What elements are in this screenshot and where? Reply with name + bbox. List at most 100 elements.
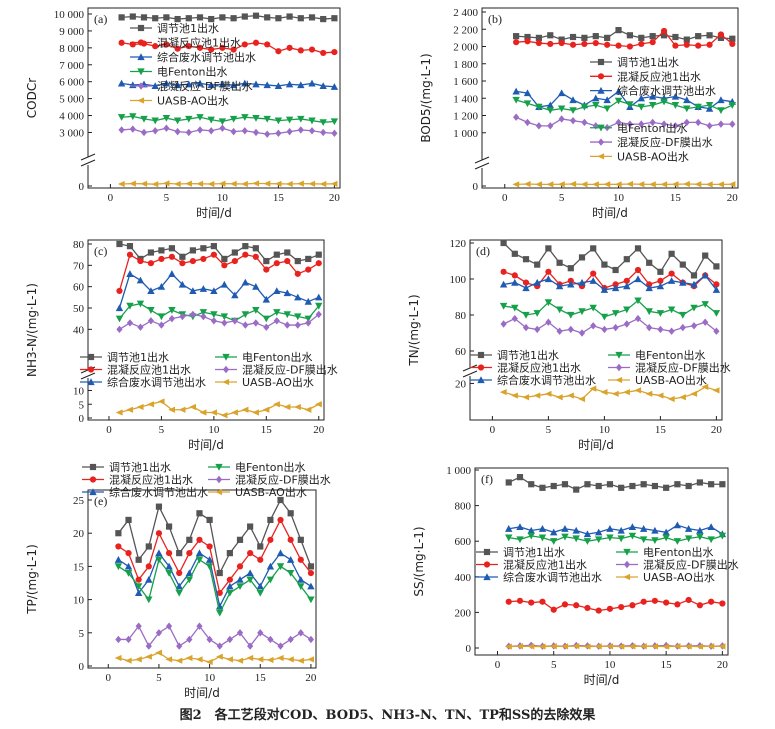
x-tick-label: 10	[217, 192, 229, 204]
data-point	[297, 556, 304, 563]
data-point	[163, 14, 170, 21]
legend-marker	[222, 353, 230, 361]
data-point	[729, 35, 736, 42]
data-point	[206, 543, 213, 550]
data-point	[285, 180, 293, 188]
data-point	[264, 41, 271, 48]
data-point	[185, 180, 192, 187]
data-point	[603, 96, 611, 104]
data-point	[263, 115, 271, 123]
data-point	[645, 390, 653, 397]
data-point	[125, 635, 132, 644]
data-point	[626, 101, 634, 108]
data-point	[527, 532, 535, 540]
data-point	[155, 503, 163, 510]
data-point	[589, 277, 597, 284]
data-point	[229, 115, 238, 123]
data-point	[701, 301, 709, 308]
data-point	[304, 406, 312, 413]
data-point	[116, 287, 123, 295]
data-point	[199, 309, 208, 316]
plot-frame	[87, 7, 341, 189]
data-point	[331, 15, 338, 22]
data-point	[205, 563, 214, 571]
data-point	[267, 516, 274, 524]
data-point	[569, 116, 577, 125]
series-2	[116, 251, 322, 295]
data-point	[522, 394, 530, 401]
data-point	[694, 103, 702, 111]
data-point	[220, 313, 229, 321]
data-point	[126, 302, 134, 310]
data-point	[581, 34, 588, 41]
data-point	[236, 536, 244, 543]
data-point	[124, 562, 133, 570]
data-point	[297, 126, 304, 134]
data-point	[634, 266, 642, 274]
legend-label: UASB-AO出水	[235, 485, 307, 499]
data-point	[125, 516, 132, 524]
data-point	[147, 401, 155, 408]
legend-marker	[89, 488, 97, 496]
y-tick-label: 10 000	[54, 9, 85, 21]
data-point	[285, 80, 294, 88]
y-tick-label: 200	[455, 607, 472, 619]
data-point	[690, 322, 698, 330]
data-point	[513, 33, 520, 40]
data-point	[719, 481, 726, 488]
data-point	[511, 304, 519, 312]
series-5	[116, 310, 322, 334]
data-point	[205, 658, 213, 666]
data-point	[626, 180, 634, 188]
data-point	[629, 482, 636, 490]
data-point	[158, 321, 165, 329]
data-point	[175, 657, 183, 664]
data-point	[195, 656, 203, 663]
data-point	[186, 635, 193, 644]
y-axis-label: TN/(mg·L-1)	[407, 294, 421, 366]
data-point	[129, 13, 136, 20]
data-point	[242, 321, 249, 329]
y-tick-label: 7 000	[59, 60, 84, 72]
x-tick-label: 20	[329, 192, 341, 204]
legend-marker	[137, 68, 145, 76]
y-axis-label: SS/(mg·L-1)	[412, 526, 426, 596]
data-point	[185, 43, 192, 50]
data-point	[615, 118, 622, 127]
data-point	[592, 102, 600, 109]
data-point	[285, 116, 294, 124]
data-point	[246, 576, 254, 584]
data-point	[124, 569, 133, 577]
data-point	[247, 642, 254, 650]
series-2	[115, 516, 315, 597]
data-point	[185, 128, 192, 137]
data-point	[569, 107, 577, 115]
y-tick-label: 15	[73, 561, 85, 573]
data-point	[152, 15, 159, 22]
x-tick-label: 0	[490, 424, 496, 436]
data-point	[283, 311, 291, 319]
series-1	[513, 27, 736, 43]
data-point	[558, 39, 565, 47]
data-point	[210, 251, 217, 258]
data-point	[712, 387, 720, 394]
data-point	[168, 270, 176, 277]
data-point	[129, 180, 136, 187]
data-point	[252, 12, 260, 19]
legend-marker	[615, 351, 623, 359]
data-point	[660, 32, 668, 39]
data-point	[639, 536, 648, 544]
series-5	[118, 124, 338, 138]
data-point	[615, 42, 622, 49]
legend-marker	[89, 463, 97, 471]
legend-label: 电Fenton出水	[643, 545, 713, 559]
data-point	[124, 657, 132, 664]
axis-break-mask	[474, 160, 490, 168]
data-point	[199, 409, 207, 416]
data-point	[189, 310, 196, 319]
data-point	[252, 307, 260, 314]
data-point	[569, 180, 577, 188]
series-5	[115, 622, 315, 650]
data-point	[118, 14, 125, 21]
